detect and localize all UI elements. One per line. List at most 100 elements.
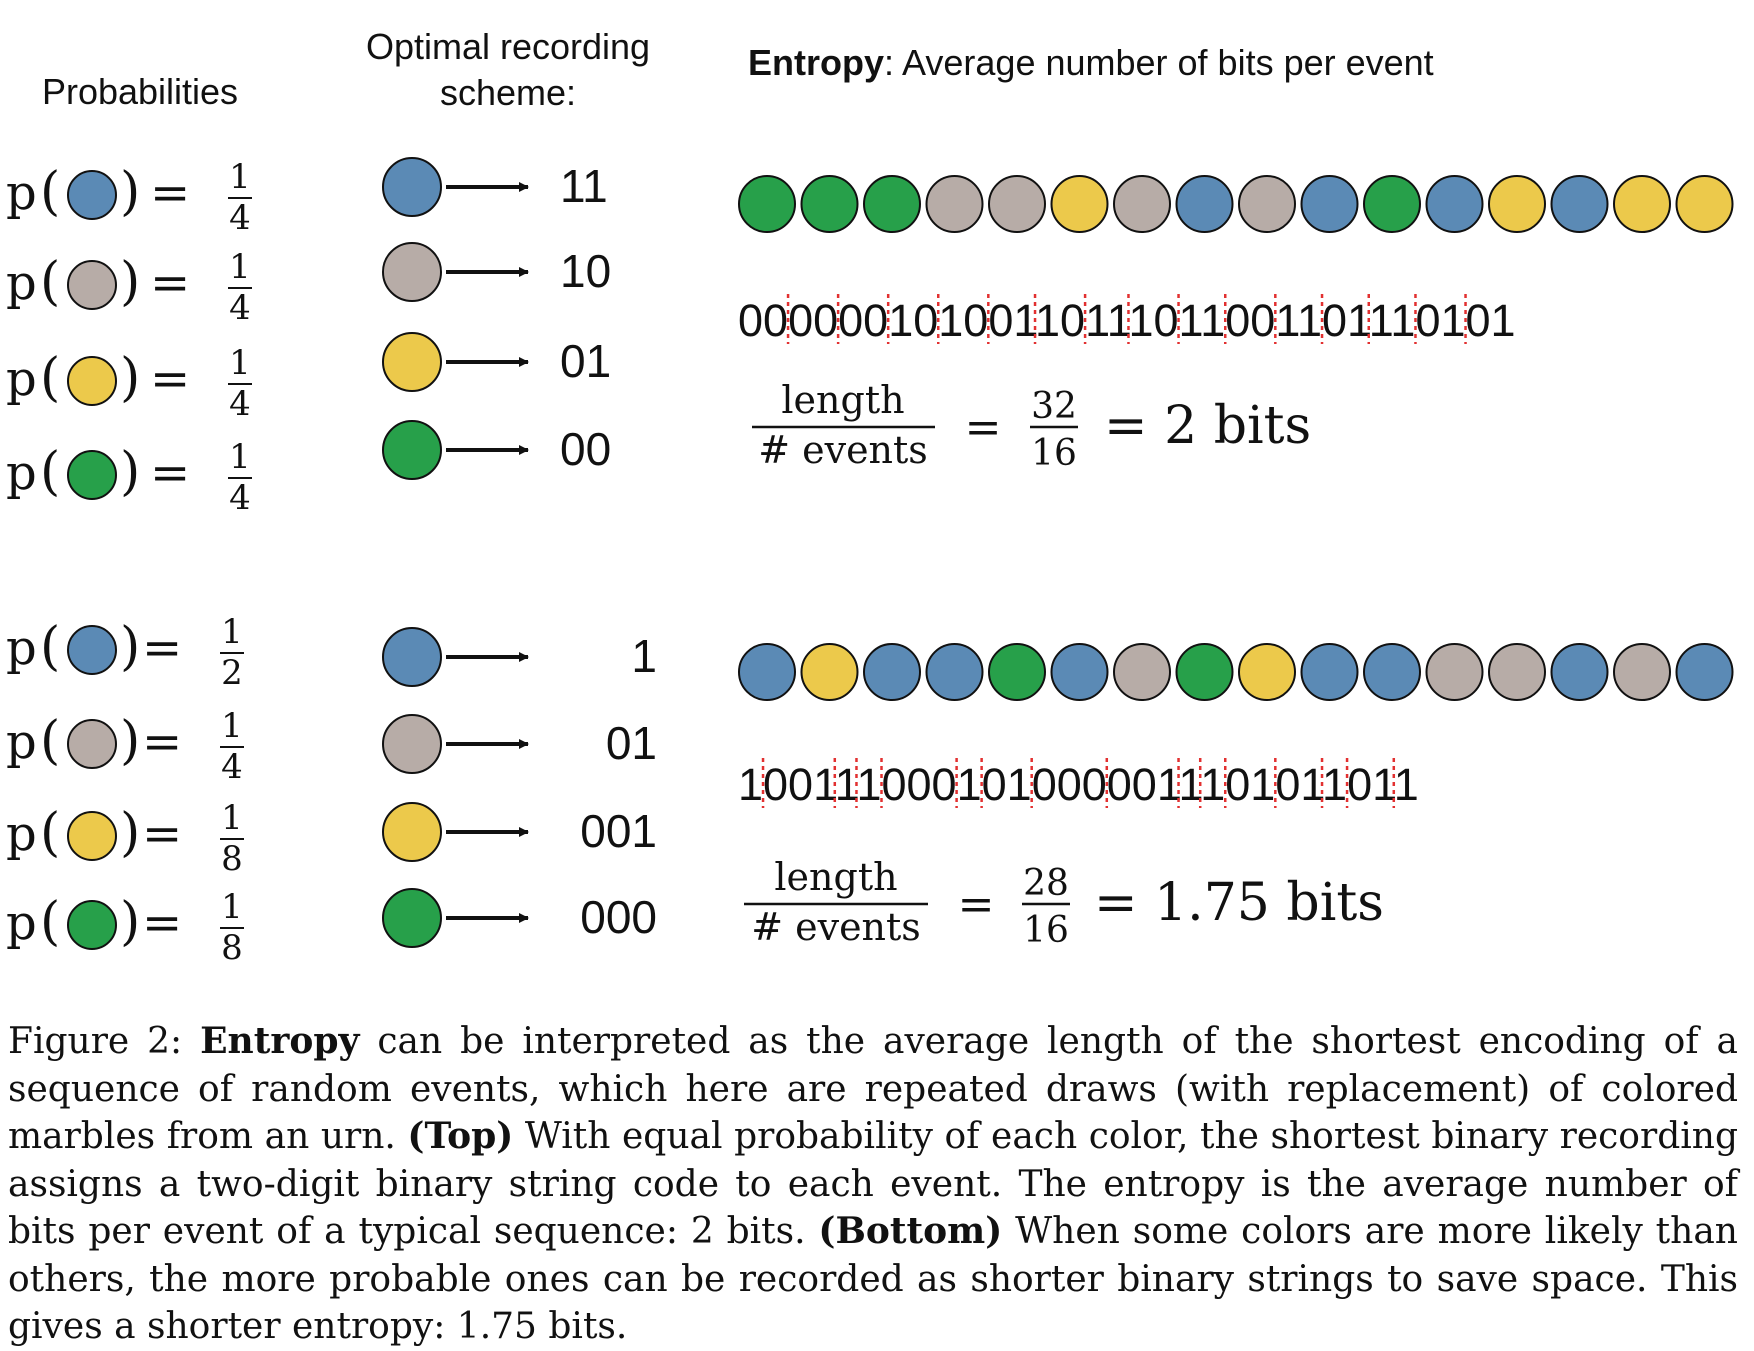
bottom-sequence-marble-blue [1300, 643, 1359, 701]
top-encoding-code-chunk: 11 [1369, 295, 1416, 346]
bottom-encoding-code-chunk: 1 [1322, 759, 1347, 810]
top-marble-sequence [738, 175, 1734, 233]
top-prob-equals: = [150, 445, 190, 501]
top-encoding-code-chunk: 10 [1128, 295, 1178, 346]
top-prob-open-paren: ( [40, 348, 60, 408]
bottom-encoding-code-chunk: 001 [763, 759, 836, 810]
top-sequence-marble-green [738, 175, 796, 233]
caption-part2: With equal probability of each color, th… [8, 1116, 1738, 1252]
bottom-sequence-marble-yellow [1238, 643, 1296, 701]
entropy-header: Entropy: Average number of bits per even… [748, 42, 1434, 83]
bottom-sequence-marble-green [1175, 643, 1234, 701]
bottom-prob-equals: = [142, 895, 182, 951]
top-prob-marble-blue [67, 170, 117, 220]
top-scheme-code: 10 [560, 245, 611, 297]
bottom-prob-denominator: 2 [221, 653, 243, 693]
top-sequence-marble-gray [925, 175, 984, 233]
bottom-scheme-marble-yellow [382, 802, 442, 862]
bottom-encoding-code-chunk: 001 [1107, 759, 1180, 810]
bottom-prob-numerator: 1 [221, 612, 243, 652]
top-encoding-code-chunk: 00 [1225, 295, 1275, 346]
top-encoding-code-chunk: 10 [1035, 295, 1085, 346]
bottom-recording-scheme: 1 01 001 000 [382, 627, 657, 948]
bottom-binary-encoding: 1001110001010000011101011011 [738, 758, 1419, 810]
top-sequence-marble-blue [1300, 175, 1359, 233]
bottom-scheme-marble-green [382, 888, 442, 948]
top-formula-length: length [781, 378, 904, 422]
bottom-sequence-marble-gray [1488, 643, 1546, 701]
bottom-encoding-code-chunk: 01 [1275, 759, 1323, 810]
bottom-marble-sequence [738, 643, 1734, 701]
top-prob-open-paren: ( [40, 252, 60, 312]
bottom-encoding-code-chunk: 01 [1347, 759, 1395, 810]
bottom-encoding-code-chunk: 1 [835, 759, 858, 810]
caption-bottom-label: (Bottom) [818, 1210, 1003, 1252]
top-prob-denominator: 4 [229, 478, 251, 518]
top-encoding-code-chunk: 11 [1085, 295, 1130, 346]
bottom-prob-denominator: 8 [221, 839, 243, 879]
top-encoding-bit-string: 00000010100110111011001101110101 [738, 295, 1516, 346]
bottom-prob-numerator: 1 [221, 798, 243, 838]
top-prob-p-symbol: p [6, 255, 37, 311]
top-entropy-result: = 2 bits [1104, 396, 1311, 456]
top-prob-marble-gray [67, 260, 117, 310]
bottom-probability-list: p() = 12p() = 14p() = 18p() = 18 [6, 612, 244, 968]
top-prob-close-paren: ) [120, 252, 140, 312]
bottom-prob-equals: = [142, 620, 182, 676]
bottom-prob-marble-blue [67, 625, 117, 675]
bottom-encoding-code-chunk: 1 [957, 759, 982, 810]
bottom-scheme-marble-blue [382, 627, 442, 687]
scheme-header-line2: scheme: [440, 72, 576, 113]
top-prob-numerator: 1 [229, 343, 251, 383]
bottom-prob-p-symbol: p [6, 714, 37, 770]
bottom-scheme-marble-gray [382, 714, 442, 774]
entropy-header-rest: : Average number of bits per event [884, 42, 1434, 83]
bottom-sequence-marble-blue [1363, 643, 1421, 701]
bottom-prob-p-symbol: p [6, 806, 37, 862]
top-sequence-marble-blue [1175, 175, 1234, 233]
bottom-fraction-denominator: 16 [1023, 910, 1069, 951]
top-prob-numerator: 1 [229, 247, 251, 287]
top-sequence-marble-gray [1238, 175, 1296, 233]
scheme-header-line1: Optimal recording [366, 26, 650, 67]
bottom-encoding-code-chunk: 1 [1200, 759, 1225, 810]
bottom-encoding-code-chunk: 1 [738, 759, 763, 810]
bottom-sequence-marble-gray [1113, 643, 1171, 701]
top-formula-equals: = [965, 402, 1002, 453]
bottom-prob-numerator: 1 [221, 887, 243, 927]
bottom-sequence-marble-gray [1425, 643, 1484, 701]
bottom-scheme-code: 01 [606, 717, 657, 769]
top-scheme-marble-yellow [382, 332, 442, 392]
bottom-scheme-code: 000 [580, 891, 657, 943]
caption-label: Figure 2: [8, 1021, 183, 1062]
top-sequence-marble-green [863, 175, 921, 233]
bottom-prob-open-paren: ( [40, 803, 60, 863]
top-sequence-marble-yellow [1613, 175, 1671, 233]
bottom-prob-open-paren: ( [40, 617, 60, 677]
bottom-prob-marble-green [67, 900, 117, 950]
bottom-prob-close-paren: ) [120, 617, 140, 677]
bottom-entropy-formula: length # events = 28 16 = 1.75 bits [744, 855, 1384, 951]
bottom-prob-equals: = [142, 714, 182, 770]
bottom-prob-open-paren: ( [40, 711, 60, 771]
top-binary-encoding: 00000010100110111011001101110101 [738, 294, 1516, 346]
bottom-prob-marble-gray [67, 719, 117, 769]
top-encoding-code-chunk: 01 [988, 295, 1036, 346]
caption-term: Entropy [200, 1020, 360, 1062]
bottom-sequence-marble-blue [925, 643, 984, 701]
bottom-encoding-code-chunk: 000 [1032, 759, 1107, 810]
top-prob-p-symbol: p [6, 165, 37, 221]
bottom-prob-denominator: 4 [221, 747, 243, 787]
bottom-entropy-result: = 1.75 bits [1094, 873, 1384, 933]
bottom-sequence-marble-blue [1675, 643, 1734, 701]
top-scheme-marble-blue [382, 157, 442, 217]
bottom-sequence-marble-yellow [800, 643, 859, 701]
bottom-formula-events: # events [751, 905, 921, 949]
bottom-scheme-code: 1 [631, 630, 657, 682]
bottom-sequence-marble-blue [1550, 643, 1609, 701]
bottom-prob-numerator: 1 [221, 706, 243, 746]
bottom-encoding-code-chunk: 000 [882, 759, 957, 810]
bottom-prob-denominator: 8 [221, 928, 243, 968]
top-prob-close-paren: ) [120, 348, 140, 408]
bottom-prob-close-paren: ) [120, 892, 140, 952]
